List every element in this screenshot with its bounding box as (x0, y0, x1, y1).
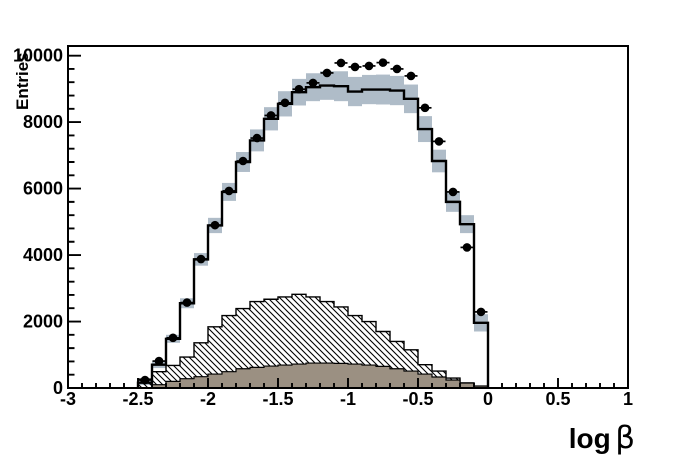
svg-text:4000: 4000 (23, 245, 63, 265)
svg-text:-3: -3 (60, 389, 76, 409)
svg-text:0.5: 0.5 (545, 389, 570, 409)
svg-text:10000: 10000 (13, 46, 63, 66)
y-tick-labels: 0 2000 4000 6000 8000 10000 (13, 46, 63, 398)
data-points (138, 58, 488, 385)
svg-text:-1.5: -1.5 (262, 389, 293, 409)
svg-text:8000: 8000 (23, 112, 63, 132)
svg-text:2000: 2000 (23, 312, 63, 332)
x-axis-title: log β (420, 420, 635, 456)
x-axis-title-word: log (568, 423, 611, 454)
svg-text:6000: 6000 (23, 179, 63, 199)
axis-ticks (67, 54, 629, 389)
svg-text:1: 1 (623, 389, 633, 409)
svg-text:-2: -2 (200, 389, 216, 409)
x-axis-title-symbol: β (615, 420, 635, 456)
svg-text:-2.5: -2.5 (122, 389, 153, 409)
svg-text:0: 0 (53, 378, 63, 398)
svg-text:-0.5: -0.5 (402, 389, 433, 409)
total-mc-line (136, 84, 490, 388)
gray-component (138, 362, 489, 389)
hatched-component (137, 293, 488, 389)
svg-text:-1: -1 (340, 389, 356, 409)
systematic-band (138, 71, 488, 386)
x-tick-labels: -3 -2.5 -2 -1.5 -1 -0.5 0 0.5 1 (60, 389, 633, 409)
y-axis-title: Entries (13, 52, 32, 110)
svg-text:0: 0 (483, 389, 493, 409)
